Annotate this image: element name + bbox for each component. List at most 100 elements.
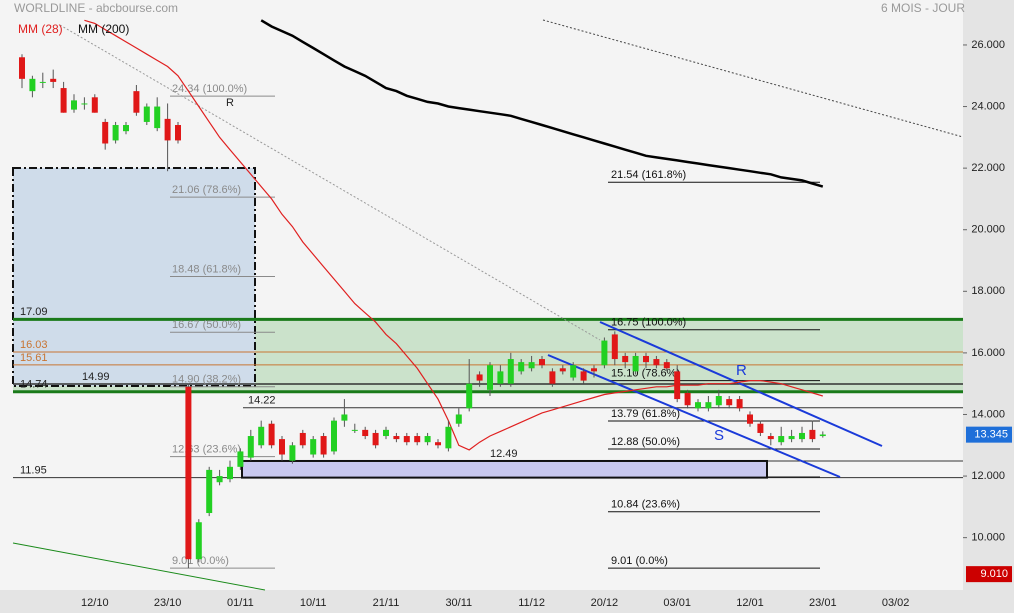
candle-body [611,334,618,360]
box [241,459,768,479]
candle-body [143,106,150,122]
candle-body [455,414,462,424]
candle-body [528,362,535,369]
candle-body [684,392,691,406]
candles [19,54,826,569]
candle-body [580,371,587,381]
fib-label: 21.54 (161.8%) [611,169,686,181]
moving-averages [84,19,824,451]
y-tick-label: 22.000 [971,162,1005,174]
y-tick-label: 12.000 [971,470,1005,482]
x-tick-label: 23/01 [809,597,837,609]
x-tick-label: 30/11 [445,597,472,609]
level-label: 12.49 [490,448,518,460]
y-tick-label: 26.000 [971,39,1005,51]
candle-body [809,429,816,440]
candle-body [227,466,233,480]
date-axis-background [0,590,963,613]
candle-body [767,436,774,440]
candle-body [289,445,296,461]
candle-body [403,436,410,443]
fib-label: 18.48 (61.8%) [172,263,241,275]
fib-label: 13.79 (61.8%) [611,408,680,420]
candle-body [518,362,525,372]
candle-body [507,359,514,384]
candle-body [372,432,379,446]
candle-body [29,78,36,92]
fibonacci: 24.34 (100.0%) 21.06 (78.6%) 18.48 (61.8%)… [170,83,820,569]
candle-body [206,469,213,514]
candle-body [539,359,545,366]
candle-body [487,365,493,390]
candle-body [19,57,25,79]
candle-body [133,91,140,113]
y-tick-label: 10.000 [971,532,1005,544]
candle-body [435,442,441,446]
x-tick-label: 01/11 [227,597,254,609]
candle-body [736,399,743,409]
candle-body [237,451,244,467]
y-tick-label: 20.000 [971,224,1005,236]
fib-label: 16.67 (50.0%) [172,319,241,331]
fib-label: 10.84 (23.6%) [611,499,680,511]
annotation: R [226,97,234,109]
x-tick-label: 23/10 [154,597,182,609]
candle-body [102,121,109,144]
low-marker-label: 9.010 [980,568,1008,580]
candle-body [559,368,566,372]
candle-body [310,439,317,455]
annotation: R [736,362,747,379]
chart-subtitle: 6 MOIS - JOUR [881,1,965,15]
fib-label: 24.34 (100.0%) [172,83,247,95]
candle-body [466,383,473,409]
candle-body [299,432,306,446]
level-label: 16.03 [20,339,48,351]
fib-label: 16.75 (100.0%) [611,317,686,329]
candle-body [71,100,77,110]
candle-body [331,420,337,452]
candle-body [60,88,67,113]
x-tick-label: 03/02 [882,597,910,609]
candle-body [799,432,805,440]
x-tick-label: 20/12 [591,597,619,609]
legend-entry: MM (200) [78,22,129,36]
fib-label: 9.01 (0.0%) [611,555,668,567]
candle-body [653,359,660,366]
price-axis-background [963,0,1014,613]
candle-body [601,340,608,366]
last-price-box [966,426,1012,443]
candle-body [393,436,400,440]
trend-line [12,542,266,591]
candle-body [91,97,98,113]
candle-body [175,125,181,141]
candle-body [414,436,421,443]
zone-box [241,459,768,479]
candle-body [476,374,483,381]
fib-label: 14.90 (38.2%) [172,374,241,386]
candle-body [383,429,389,437]
trend-line [542,19,964,138]
fib-label: 12.63 (23.6%) [172,444,241,456]
level-label: 14.99 [82,371,110,383]
channel-line [599,321,883,447]
fib-label: 15.10 (78.6%) [611,368,680,380]
candle-body [705,402,712,409]
y-tick-label: 24.000 [971,100,1005,112]
candle-body [351,429,358,431]
candle-body [185,386,192,560]
ma-line [260,19,824,188]
fib-label: 21.06 (78.6%) [172,184,241,196]
y-tick-label: 18.000 [971,285,1005,297]
level-label: 15.61 [20,352,48,364]
level-label: 11.95 [20,465,47,477]
candle-body [268,423,275,446]
ma-line [84,19,823,451]
x-tick-label: 12/01 [736,597,764,609]
candle-body [715,396,722,406]
low-marker-box [966,566,1012,583]
candle-body [164,118,171,141]
candle-body [320,436,327,455]
candle-body [674,371,681,400]
